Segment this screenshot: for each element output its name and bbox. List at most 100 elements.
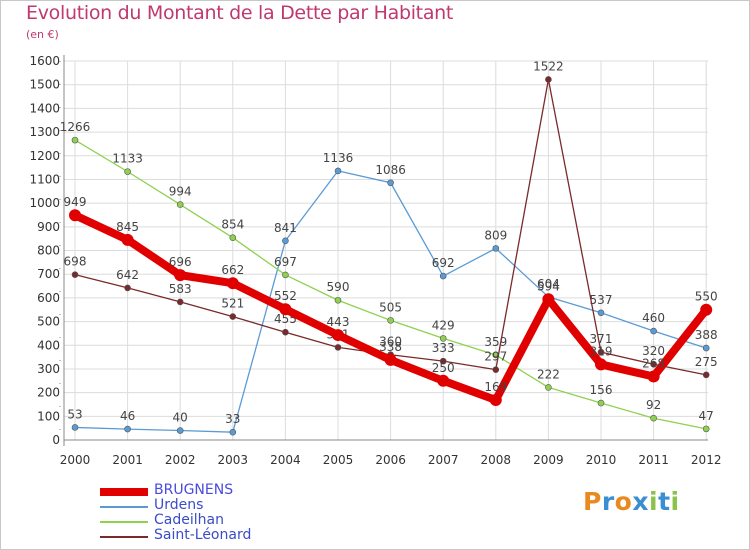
x-tick-label: 2009 xyxy=(533,453,564,467)
data-point xyxy=(229,428,237,436)
x-tick-label: 2001 xyxy=(112,453,143,467)
y-tick-label: 1300 xyxy=(29,125,60,139)
data-label: 845 xyxy=(116,220,139,234)
logo-letter: P xyxy=(583,487,602,516)
legend-swatch xyxy=(100,521,148,523)
data-label: 642 xyxy=(116,268,139,282)
data-point xyxy=(124,168,131,175)
data-label: 662 xyxy=(221,263,244,277)
y-tick-label: 400 xyxy=(37,338,60,352)
data-label: 552 xyxy=(274,289,297,303)
y-tick-label: 1600 xyxy=(29,54,60,68)
data-point xyxy=(702,344,710,352)
y-tick-label: 600 xyxy=(37,291,60,305)
legend-swatch xyxy=(100,488,148,496)
data-point xyxy=(124,284,131,292)
data-point xyxy=(650,327,657,335)
data-label: 521 xyxy=(221,297,244,311)
x-tick-label: 2005 xyxy=(323,453,354,467)
data-point xyxy=(384,353,397,366)
x-tick-label: 2007 xyxy=(428,453,459,467)
chart-legend: BRUGNENS Urdens Cadeilhan Saint-Léonard xyxy=(100,482,400,544)
data-label: 359 xyxy=(484,335,507,349)
proxiti-logo: Proxiti xyxy=(583,487,680,516)
data-label: 590 xyxy=(327,280,350,294)
data-point xyxy=(174,269,187,282)
data-label: 250 xyxy=(432,361,455,375)
data-label: 169 xyxy=(484,380,507,394)
data-point xyxy=(226,277,239,290)
data-point xyxy=(124,425,131,433)
data-point xyxy=(71,136,79,144)
x-tick-label: 2012 xyxy=(691,453,722,467)
data-point xyxy=(545,384,552,391)
data-point xyxy=(387,179,394,187)
data-point xyxy=(334,344,342,351)
data-label: 320 xyxy=(642,344,665,358)
data-point xyxy=(650,414,657,422)
data-point xyxy=(332,329,344,342)
y-tick-label: 0 xyxy=(52,433,60,447)
data-label: 40 xyxy=(173,411,188,425)
data-label: 697 xyxy=(274,255,297,269)
y-tick-label: 500 xyxy=(37,315,60,329)
data-point xyxy=(279,303,292,316)
data-label: 949 xyxy=(64,195,87,209)
data-point xyxy=(282,237,289,245)
data-label: 594 xyxy=(537,279,560,293)
y-tick-label: 1000 xyxy=(29,196,60,210)
data-label: 156 xyxy=(590,383,613,397)
legend-label: Cadeilhan xyxy=(154,512,224,528)
data-label: 854 xyxy=(221,218,244,232)
legend-item: Saint-Léonard xyxy=(100,527,400,544)
chart-subtitle: (en €) xyxy=(26,28,59,41)
data-label: 841 xyxy=(274,221,297,235)
data-point xyxy=(597,399,605,407)
data-label: 46 xyxy=(120,409,135,423)
data-label: 222 xyxy=(537,367,560,381)
data-label: 505 xyxy=(379,300,402,314)
y-tick-label: 800 xyxy=(37,244,60,258)
y-tick-label: 1100 xyxy=(29,172,60,186)
data-point xyxy=(437,374,450,387)
x-tick-label: 2003 xyxy=(218,453,249,467)
x-tick-label: 2000 xyxy=(60,453,91,467)
legend-label: Urdens xyxy=(154,497,204,513)
data-point xyxy=(282,328,289,336)
data-label: 268 xyxy=(642,357,665,371)
data-label: 92 xyxy=(646,398,661,412)
data-label: 388 xyxy=(695,328,718,342)
data-point xyxy=(121,233,134,246)
legend-item: BRUGNENS xyxy=(100,482,400,499)
x-tick-label: 2010 xyxy=(586,453,617,467)
logo-letter: i xyxy=(670,487,680,516)
x-tick-label: 2002 xyxy=(165,453,196,467)
x-tick-label: 2006 xyxy=(375,453,406,467)
data-label: 297 xyxy=(484,350,507,364)
data-point xyxy=(492,366,500,373)
logo-letter: t xyxy=(658,487,671,516)
x-tick-label: 2011 xyxy=(638,453,669,467)
data-label: 333 xyxy=(432,341,455,355)
y-tick-label: 1500 xyxy=(29,78,60,92)
legend-swatch xyxy=(100,536,148,538)
data-point xyxy=(229,313,237,320)
y-tick-label: 300 xyxy=(37,362,60,376)
data-label: 429 xyxy=(432,318,455,332)
data-label: 1266 xyxy=(60,120,91,134)
data-label: 1136 xyxy=(323,151,354,165)
data-label: 443 xyxy=(327,315,350,329)
x-tick-label: 2008 xyxy=(481,453,512,467)
y-tick-label: 1200 xyxy=(29,149,60,163)
logo-letter: x xyxy=(632,487,649,516)
data-point xyxy=(229,234,237,242)
y-tick-label: 200 xyxy=(37,386,60,400)
chart-title: Evolution du Montant de la Dette par Hab… xyxy=(26,2,454,24)
data-label: 550 xyxy=(695,290,718,304)
data-label: 371 xyxy=(590,332,613,346)
data-label: 583 xyxy=(169,282,192,296)
legend-item: Urdens xyxy=(100,497,400,514)
data-label: 1133 xyxy=(112,152,143,166)
data-point xyxy=(69,209,81,222)
